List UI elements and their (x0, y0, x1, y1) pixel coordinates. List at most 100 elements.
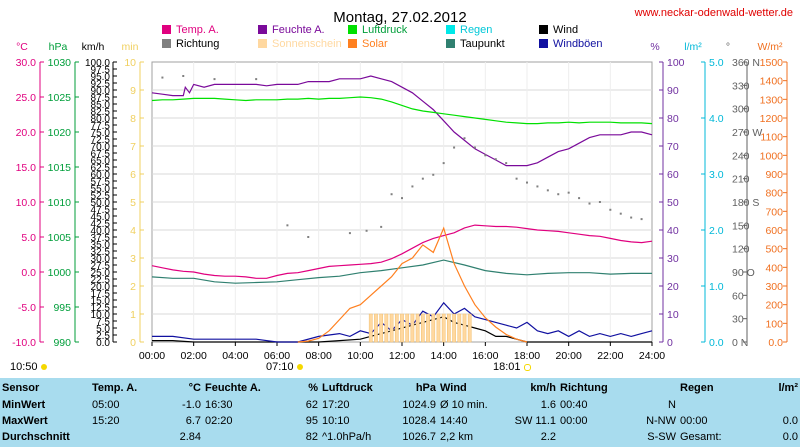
direction-point (473, 146, 476, 149)
axis-tick-label: 0.0 (96, 338, 110, 349)
axis-tick-label: 60.0 (91, 170, 111, 181)
axis-tick-label: 67.5 (91, 149, 111, 160)
axis-tick-label: 10.0 (16, 197, 37, 209)
axis-tick-label: 120 (732, 244, 750, 256)
legend-swatch (446, 25, 455, 34)
axis-tick-label: 55.0 (91, 184, 111, 195)
legend-label: Sonnenschein (272, 38, 342, 50)
axis-tick-label: 6 (130, 169, 136, 181)
legend-label: Temp. A. (176, 24, 219, 36)
direction-point (494, 158, 497, 161)
axis-unit-label: min (122, 41, 139, 53)
header-wind: Wind (440, 381, 467, 394)
axis-tick-label: 92.5 (91, 79, 111, 90)
axis-tick-label: 90 (667, 85, 679, 97)
axis-tick-label: 62.5 (91, 163, 111, 174)
wind-time: Ø 10 min. (440, 399, 488, 411)
axis-tick-label: 40 (667, 225, 679, 237)
axis-unit-label: % (650, 41, 659, 53)
axis-tick-label: 1100 (760, 132, 783, 144)
sunset-icon (523, 363, 531, 371)
axis-tick-label: 1200 (760, 113, 784, 125)
hum-value: 82 (305, 431, 318, 443)
direction-point (401, 197, 403, 200)
axis-tick-label: 1015 (48, 162, 72, 174)
pres-time: ^1.0hPa/h (322, 431, 372, 443)
chart-series (151, 75, 653, 343)
axis-tick-label: 995 (53, 302, 71, 314)
statistics-table: Sensor Temp. A. °C Feuchte A. % Luftdruc… (0, 378, 800, 447)
series-line-taupunkt (151, 259, 652, 284)
legend-label: Windböen (553, 38, 603, 50)
axis-tick-label: 1300 (760, 94, 784, 106)
axis-tick-label: 20.0 (91, 282, 111, 293)
website-label: www.neckar-odenwald-wetter.de (634, 7, 793, 19)
axis-tick-label: 17.5 (91, 289, 111, 300)
axis-tick-label: 8 (130, 113, 136, 125)
axis-tick-label: 30 (732, 314, 744, 326)
axis-tick-label: 72.5 (91, 135, 111, 146)
wind-value: 2.2 (540, 431, 556, 443)
sunshine-bar (431, 313, 436, 343)
direction-point (484, 154, 487, 157)
axis-tick-label: 1.0 (709, 281, 724, 293)
axis-tick-label: 1010 (48, 197, 72, 209)
axis-tick-label: 77.5 (91, 121, 111, 132)
wind-value: 1.6 (540, 399, 556, 411)
axis-tick-label: 52.5 (91, 191, 111, 202)
axis-tick-label: 32.5 (91, 247, 111, 258)
header-wind-unit: km/h (530, 381, 556, 394)
axis-tick-label: 80.0 (91, 114, 111, 125)
header-pres: Luftdruck (322, 381, 373, 394)
axis-tick-label: 2.0 (709, 225, 724, 237)
axis-tick-label: 80 (667, 113, 679, 125)
rain-value (740, 397, 800, 413)
header-rain: Regen (680, 381, 714, 394)
direction-point (588, 202, 591, 205)
axis-tick-label: 7 (130, 141, 136, 153)
sunshine-bar (384, 313, 389, 343)
axis-tick-label: 240 (732, 150, 750, 162)
direction-point (182, 75, 185, 77)
axis-tick-label: 1020 (48, 127, 72, 139)
axis-tick-label: 4 (130, 225, 136, 237)
axis-tick-label: 1030 (48, 57, 72, 69)
axis-tick-label: 1025 (48, 92, 72, 104)
rain-time: 00:00 (680, 415, 708, 427)
rain-time (678, 397, 740, 413)
legend-label: Taupunkt (460, 38, 505, 50)
axis-tick-label: 27.5 (91, 261, 111, 272)
hum-time (203, 429, 265, 445)
rain-time: Gesamt: (680, 431, 722, 443)
axis-tick-label: 12.5 (91, 303, 111, 314)
axis-tick-label: -5.0 (18, 302, 36, 314)
axis-tick-label: 0 (667, 337, 673, 349)
axis-tick-label: 300 (732, 104, 750, 116)
hum-value: 62 (305, 399, 318, 411)
weather-chart: Montag, 27.02.2012 www.neckar-odenwald-w… (12, 7, 793, 362)
rain-value: 0.0 (782, 431, 798, 443)
chart-grid: 00:00 02:00 04:00 06:00 08:00 10:00 12:00 14:00… (139, 62, 665, 362)
temp-value: 6.7 (185, 415, 201, 427)
axis-tick-label: 800 (765, 188, 783, 200)
pres-time: 10:10 (322, 415, 350, 427)
legend-swatch (258, 25, 267, 34)
axis-tick-label: 1005 (48, 232, 72, 244)
axis-tick-label: 20 (667, 281, 679, 293)
sunrise-label: 07:10 (266, 361, 303, 373)
axis-tick-label: 30 (667, 253, 679, 265)
axis-tick-label: 1 (130, 309, 136, 321)
direction-point (453, 146, 456, 149)
rain-value: 0.0 (782, 415, 798, 427)
temp-value: -1.0 (182, 399, 201, 411)
axis-tick-label: 2 (130, 281, 136, 293)
direction-point (536, 185, 539, 188)
axis-tick-label: 42.5 (91, 219, 111, 230)
legend-swatch (539, 25, 548, 34)
sunshine-bar (415, 313, 420, 343)
legend-swatch (258, 39, 267, 48)
header-rain-unit: l/m² (778, 381, 798, 394)
legend-label: Regen (460, 24, 492, 36)
series-line-luftdruck (151, 96, 653, 125)
legend-swatch (348, 39, 357, 48)
